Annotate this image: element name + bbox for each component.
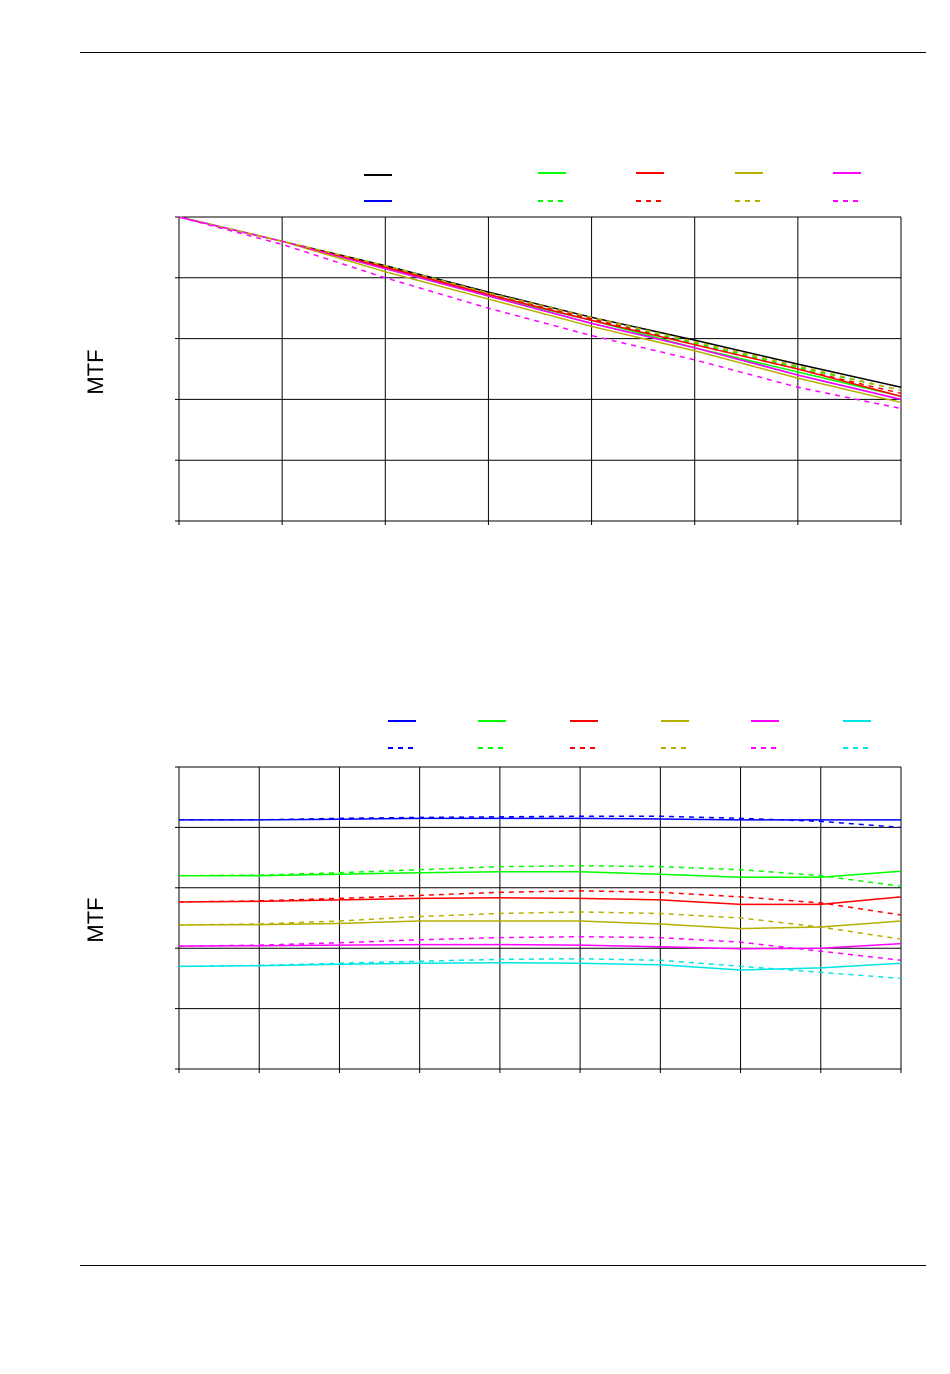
series-line (179, 815, 902, 829)
series-line (178, 896, 902, 906)
series-line (178, 942, 902, 950)
series-line (178, 920, 902, 930)
series-line (178, 216, 902, 392)
series-line (178, 961, 902, 971)
y-axis-label: MTF (83, 897, 108, 942)
series-line (179, 870, 902, 878)
series-line (178, 958, 902, 980)
series-line (178, 935, 902, 962)
series-line (178, 216, 902, 410)
series-line (178, 864, 902, 888)
series-line (178, 911, 902, 940)
series-line (178, 890, 902, 916)
y-axis-label: MTF (83, 349, 108, 394)
